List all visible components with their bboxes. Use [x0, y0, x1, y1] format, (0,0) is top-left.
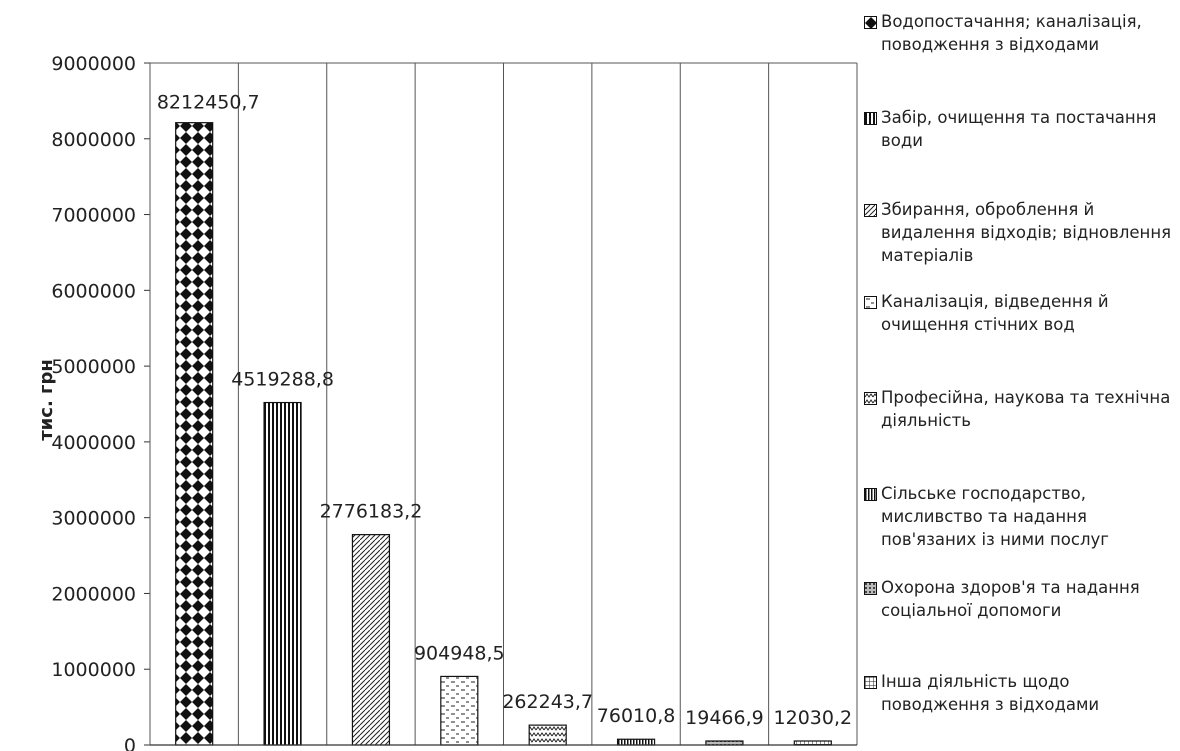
- legend-swatch: [864, 204, 877, 217]
- y-tick-label: 6000000: [51, 280, 136, 302]
- legend-swatch: [864, 296, 877, 309]
- legend-label: Каналізація, відведення й очищення стічн…: [881, 292, 1109, 334]
- legend-swatch-fill: [865, 677, 876, 688]
- data-label: 12030,2: [774, 707, 853, 729]
- legend-label: Інша діяльність щодо поводження з відход…: [881, 672, 1100, 714]
- y-axis-label: тис. грн: [36, 359, 57, 441]
- bar: [263, 401, 302, 746]
- legend-label: Охорона здоров'я та надання соціальної д…: [881, 578, 1140, 620]
- legend-label: Сільське господарство, мисливство та над…: [881, 484, 1109, 549]
- y-tick-label: 4000000: [51, 432, 136, 454]
- legend-label: Водопостачання; каналізація, поводження …: [881, 12, 1142, 54]
- legend-item: Сільське господарство, мисливство та над…: [864, 482, 1176, 551]
- legend-swatch-fill: [865, 17, 876, 28]
- legend-swatch: [864, 488, 877, 501]
- y-tick-label: 8000000: [51, 129, 136, 151]
- data-label: 76010,8: [597, 705, 676, 727]
- data-label: 8212450,7: [157, 92, 260, 114]
- bar: [440, 675, 479, 746]
- legend-swatch: [864, 582, 877, 595]
- legend-swatch: [864, 676, 877, 689]
- legend-swatch-fill: [865, 583, 876, 594]
- data-label: 904948,5: [414, 642, 505, 664]
- y-tick-label: 1000000: [51, 659, 136, 681]
- bar: [175, 122, 214, 746]
- legend-swatch: [864, 112, 877, 125]
- data-label: 4519288,8: [231, 369, 334, 391]
- legend-label: Збирання, оброблення й видалення відході…: [881, 200, 1172, 265]
- legend-item: Інша діяльність щодо поводження з відход…: [864, 670, 1176, 716]
- legend-item: Забір, очищення та постачання води: [864, 106, 1176, 152]
- legend-swatch-fill: [865, 393, 876, 404]
- legend-swatch-fill: [865, 205, 876, 216]
- legend-swatch: [864, 392, 877, 405]
- bar: [351, 534, 391, 746]
- y-tick-label: 5000000: [51, 356, 136, 378]
- legend-swatch-fill: [865, 489, 876, 500]
- legend-label: Професійна, наукова та технічна діяльніс…: [881, 388, 1171, 430]
- data-label: 2776183,2: [320, 501, 423, 523]
- legend-swatch: [864, 16, 877, 29]
- legend-swatch-fill: [865, 297, 876, 308]
- legend-label: Забір, очищення та постачання води: [881, 108, 1157, 150]
- bar: [616, 738, 656, 746]
- y-tick-label: 7000000: [51, 205, 136, 227]
- legend-item: Професійна, наукова та технічна діяльніс…: [864, 386, 1176, 432]
- y-tick-label: 2000000: [51, 583, 136, 605]
- legend-item: Збирання, оброблення й видалення відході…: [864, 198, 1176, 267]
- legend-item: Охорона здоров'я та надання соціальної д…: [864, 576, 1176, 622]
- data-label: 19466,9: [685, 707, 764, 729]
- legend-swatch-fill: [865, 113, 876, 124]
- y-tick-label: 9000000: [51, 53, 136, 75]
- bar: [528, 724, 567, 746]
- y-tick-label: 0: [124, 735, 136, 751]
- legend-item: Водопостачання; каналізація, поводження …: [864, 10, 1176, 56]
- legend-item: Каналізація, відведення й очищення стічн…: [864, 290, 1176, 336]
- data-label: 262243,7: [502, 691, 593, 713]
- y-tick-label: 3000000: [51, 508, 136, 530]
